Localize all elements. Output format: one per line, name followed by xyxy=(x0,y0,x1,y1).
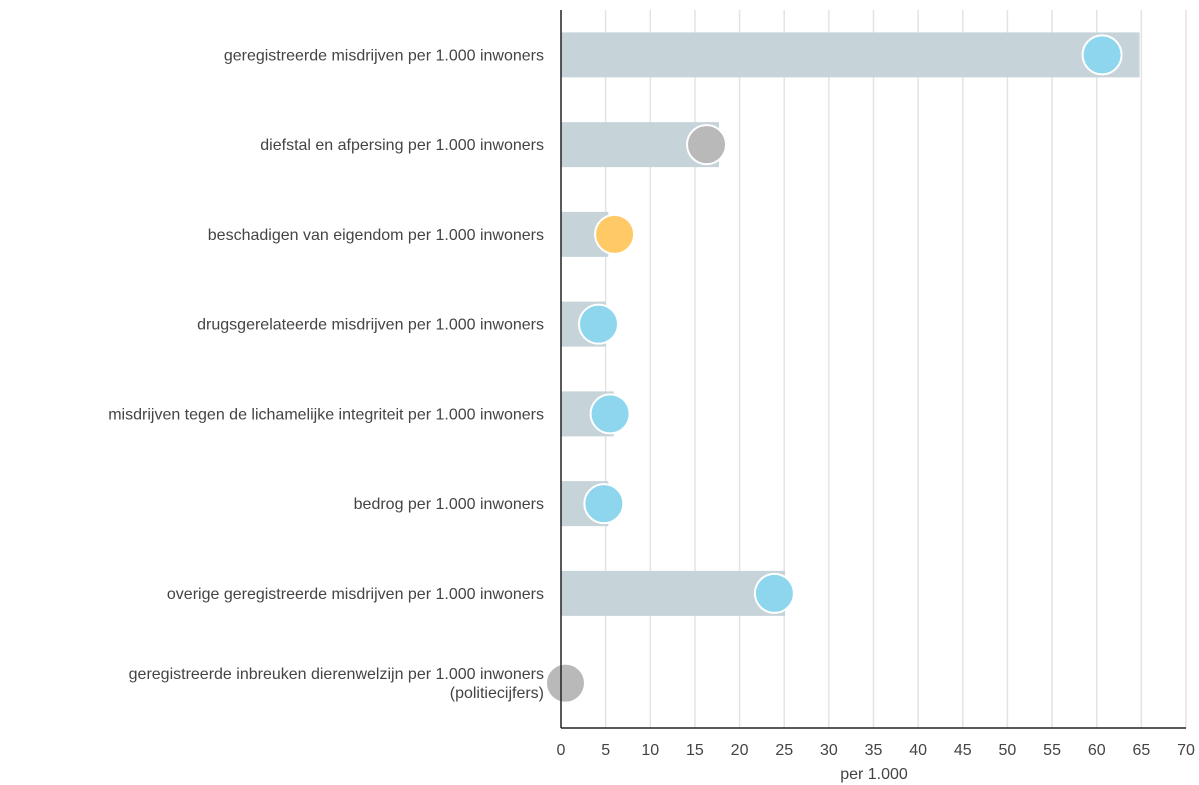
point-marker xyxy=(753,572,795,614)
category-label: geregistreerde misdrijven per 1.000 inwo… xyxy=(224,47,544,64)
x-tick-label: 65 xyxy=(1132,742,1150,759)
gridlines xyxy=(604,10,1187,728)
x-tick-labels: 0 5 10 15 20 25 30 35 40 45 50 55 60 65 70 xyxy=(557,742,1195,759)
x-tick-label: 35 xyxy=(865,742,883,759)
points xyxy=(544,34,1123,704)
category-label: drugsgerelateerde misdrijven per 1.000 i… xyxy=(197,317,544,334)
category-labels: geregistreerde misdrijven per 1.000 inwo… xyxy=(108,47,544,702)
x-tick-label: 70 xyxy=(1177,742,1195,759)
point-marker xyxy=(544,662,586,704)
x-tick-label: 40 xyxy=(909,742,927,759)
x-tick-label: 20 xyxy=(731,742,749,759)
category-label: misdrijven tegen de lichamelijke integri… xyxy=(108,406,544,423)
bar xyxy=(561,32,1140,78)
x-tick-label: 10 xyxy=(641,742,659,759)
x-tick-label: 60 xyxy=(1088,742,1106,759)
axes xyxy=(560,10,1186,729)
x-tick-label: 45 xyxy=(954,742,972,759)
point-marker xyxy=(686,124,728,166)
point-marker xyxy=(1081,34,1123,76)
category-label: beschadigen van eigendom per 1.000 inwon… xyxy=(208,227,544,244)
x-tick-label: 30 xyxy=(820,742,838,759)
category-label: (politiecijfers) xyxy=(450,685,544,702)
category-label: geregistreerde inbreuken dierenwelzijn p… xyxy=(129,666,544,683)
category-label: overige geregistreerde misdrijven per 1.… xyxy=(167,586,544,603)
x-axis-title: per 1.000 xyxy=(840,766,908,783)
category-label: diefstal en afpersing per 1.000 inwoners xyxy=(260,137,544,154)
x-tick-label: 25 xyxy=(775,742,793,759)
x-tick-label: 15 xyxy=(686,742,704,759)
point-marker xyxy=(594,213,636,255)
x-tick-label: 55 xyxy=(1043,742,1061,759)
x-tick-label: 0 xyxy=(557,742,566,759)
x-tick-label: 50 xyxy=(999,742,1017,759)
x-tick-label: 5 xyxy=(601,742,610,759)
bar xyxy=(561,570,786,616)
point-marker xyxy=(583,483,625,525)
point-marker xyxy=(578,303,619,345)
point-marker xyxy=(589,393,631,435)
category-label: bedrog per 1.000 inwoners xyxy=(354,496,544,513)
